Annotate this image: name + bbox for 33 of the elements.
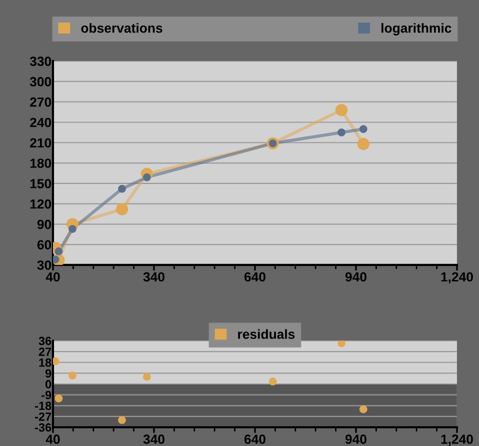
x-tick-label: 940 [345, 434, 366, 444]
legend-label: observations [81, 23, 162, 33]
x-tick-label: 40 [46, 272, 60, 282]
y-tick-label: -9 [42, 390, 52, 400]
x-tick-label: 940 [345, 272, 366, 282]
y-tick-label: 36 [38, 336, 52, 346]
y-tick-label: 0 [45, 380, 52, 388]
x-tick-label: 40 [46, 434, 60, 444]
x-tick-label: 1,240 [441, 272, 473, 284]
y-tick-label: 27 [38, 348, 52, 356]
legend-label: logarithmic [382, 23, 452, 36]
y-tick-label: 180 [30, 158, 52, 168]
y-tick-label: 300 [30, 77, 52, 86]
y-tick-label: 150 [30, 178, 52, 188]
legend-label: residuals [238, 329, 295, 339]
y-tick-label: 60 [37, 240, 52, 250]
y-tick-label: -18 [34, 402, 52, 410]
y-tick-label: 30 [37, 260, 52, 270]
x-tick-label: 340 [143, 434, 164, 444]
y-tick-label: 330 [30, 56, 52, 66]
y-tick-label: -36 [34, 423, 52, 432]
y-tick-label: 270 [30, 97, 52, 107]
x-tick-label: 640 [244, 434, 266, 444]
y-tick-label: 18 [39, 358, 52, 367]
y-tick-label: 120 [30, 199, 52, 209]
x-tick-label: 640 [244, 272, 266, 282]
x-tick-label: 340 [143, 272, 164, 282]
y-tick-label: 9 [45, 369, 52, 378]
y-tick-label: 90 [37, 220, 52, 230]
y-tick-label: 210 [30, 138, 52, 148]
x-tick-label: 1,240 [441, 434, 473, 446]
y-tick-label: -27 [34, 412, 52, 421]
y-tick-label: 240 [30, 118, 52, 128]
